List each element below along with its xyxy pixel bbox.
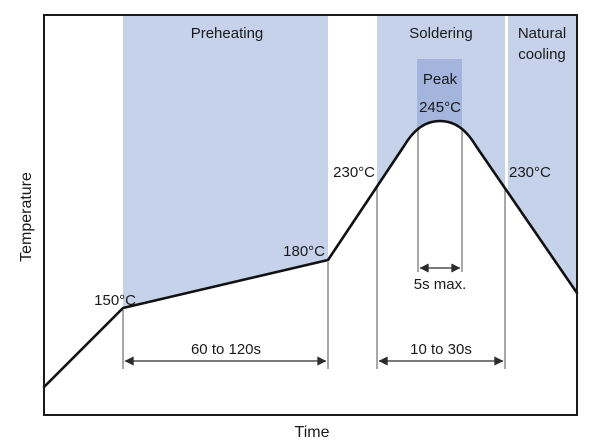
soldering-duration-label: 10 to 30s [410,341,472,358]
natural-cooling-label-line2: cooling [518,46,566,63]
dimension-annotations [122,128,506,369]
preheating-label: Preheating [191,25,264,42]
temp-180-label: 180°C [283,243,325,260]
temp-230-right-label: 230°C [509,164,551,181]
peak-duration-label: 5s max. [414,276,467,293]
x-axis-label: Time [295,424,330,441]
plot-border [43,14,578,416]
temp-230-left-label: 230°C [333,164,375,181]
peak-temp-label: 245°C [419,99,461,116]
temperature-curve [42,119,579,389]
natural-cooling-band [508,16,577,387]
peak-label: Peak [423,71,458,88]
natural-cooling-label-line1: Natural [518,25,566,42]
y-axis-label: Temperature [18,172,35,262]
soldering-label: Soldering [409,25,472,42]
temp-150-label: 150°C [94,292,136,309]
preheating-duration-label: 60 to 120s [191,341,261,358]
